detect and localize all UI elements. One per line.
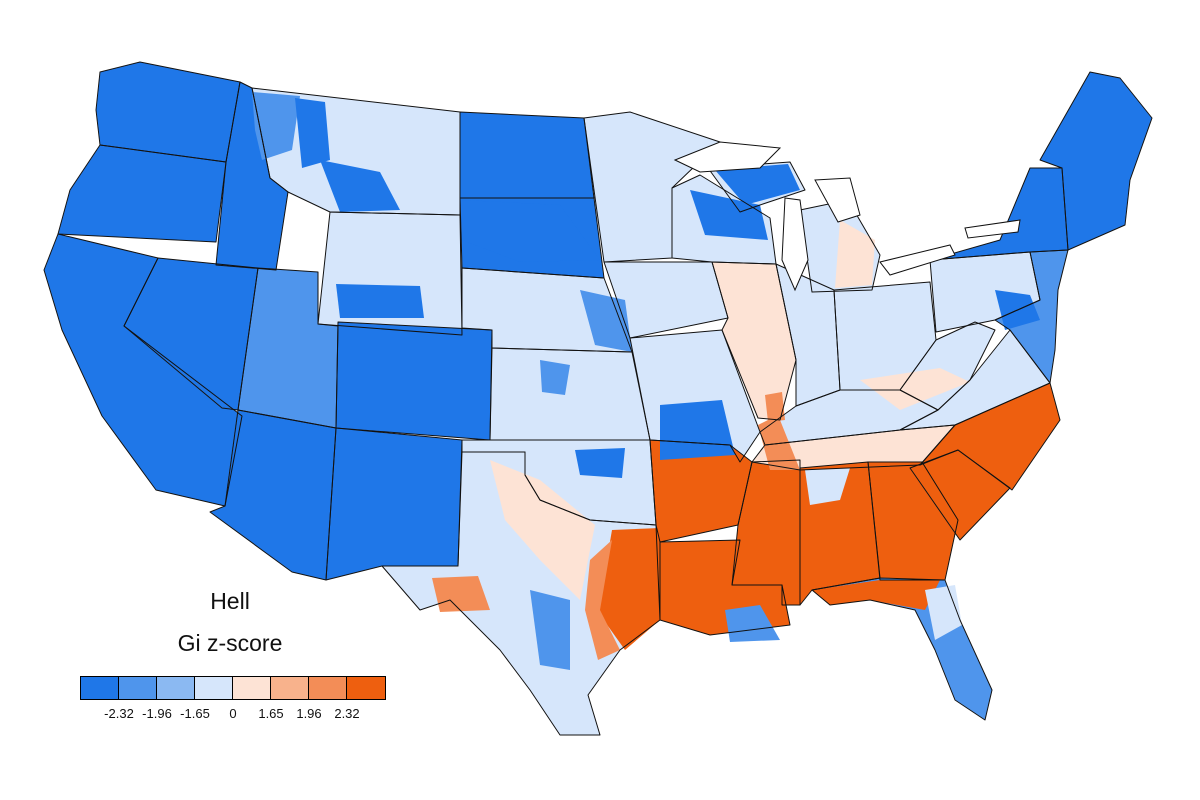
lake-superior: [673, 141, 782, 173]
illinois-south-patch: [765, 392, 785, 422]
michigan-up-patch: [715, 164, 800, 205]
texas-central-patch: [490, 460, 595, 600]
state-borders: [43, 61, 1153, 736]
legend-tick-label: 0: [229, 706, 237, 721]
legend-tick-label: -1.65: [180, 706, 210, 721]
virginia-south-patch: [860, 368, 970, 410]
michigan-lower-patch: [835, 220, 875, 288]
texas-east-core-patch: [598, 528, 660, 650]
lake-michigan: [781, 197, 809, 292]
legend-title: Gi z-score: [177, 630, 283, 656]
lake-erie: [879, 244, 956, 276]
state-north-dakota: [459, 111, 595, 199]
nebraska-panhandle-patch: [462, 200, 600, 262]
texas-east-edge-patch: [585, 540, 620, 660]
wisconsin-north-patch: [690, 190, 768, 240]
louisiana-south-patch: [725, 605, 780, 642]
florida-panhandle-patch: [812, 580, 940, 610]
legend-swatch-1: [119, 677, 157, 699]
great-lakes: [673, 141, 1021, 292]
lake-ontario: [964, 219, 1021, 239]
oklahoma-north-patch: [575, 448, 625, 478]
legend-swatch-0: [81, 677, 119, 699]
kansas-west-patch: [540, 360, 570, 395]
legend-tick-label: -2.32: [104, 706, 134, 721]
texas-west-patch: [432, 576, 490, 612]
nw-montana-patch: [295, 98, 330, 168]
legend-tick-label: 1.65: [258, 706, 284, 721]
legend-tick-label: 1.96: [296, 706, 322, 721]
state-colorado: [335, 321, 493, 441]
legend-swatch-5: [271, 677, 309, 699]
lake-huron: [814, 177, 861, 223]
sw-wyoming-patch: [336, 284, 424, 318]
alabama-north-patch: [805, 468, 850, 505]
texas-south-patch: [530, 590, 570, 670]
legend-tick-label: 2.32: [334, 706, 360, 721]
state-oregon: [57, 144, 227, 243]
idaho-panhandle-patch: [252, 92, 300, 160]
state-new-mexico: [325, 427, 463, 581]
legend-swatch-7: [347, 677, 385, 699]
legend-swatch-3: [195, 677, 233, 699]
legend-color-bar: [80, 676, 386, 700]
legend-swatch-6: [309, 677, 347, 699]
legend-tick-label: -1.96: [142, 706, 172, 721]
state-kansas: [489, 347, 651, 441]
missouri-south-patch: [660, 400, 735, 460]
montana-east-patch: [320, 160, 400, 212]
tennessee-west-patch: [758, 415, 800, 470]
legend-swatch-2: [157, 677, 195, 699]
map-title: Hell: [210, 588, 250, 614]
legend-swatch-4: [233, 677, 271, 699]
florida-north-patch: [925, 585, 962, 640]
